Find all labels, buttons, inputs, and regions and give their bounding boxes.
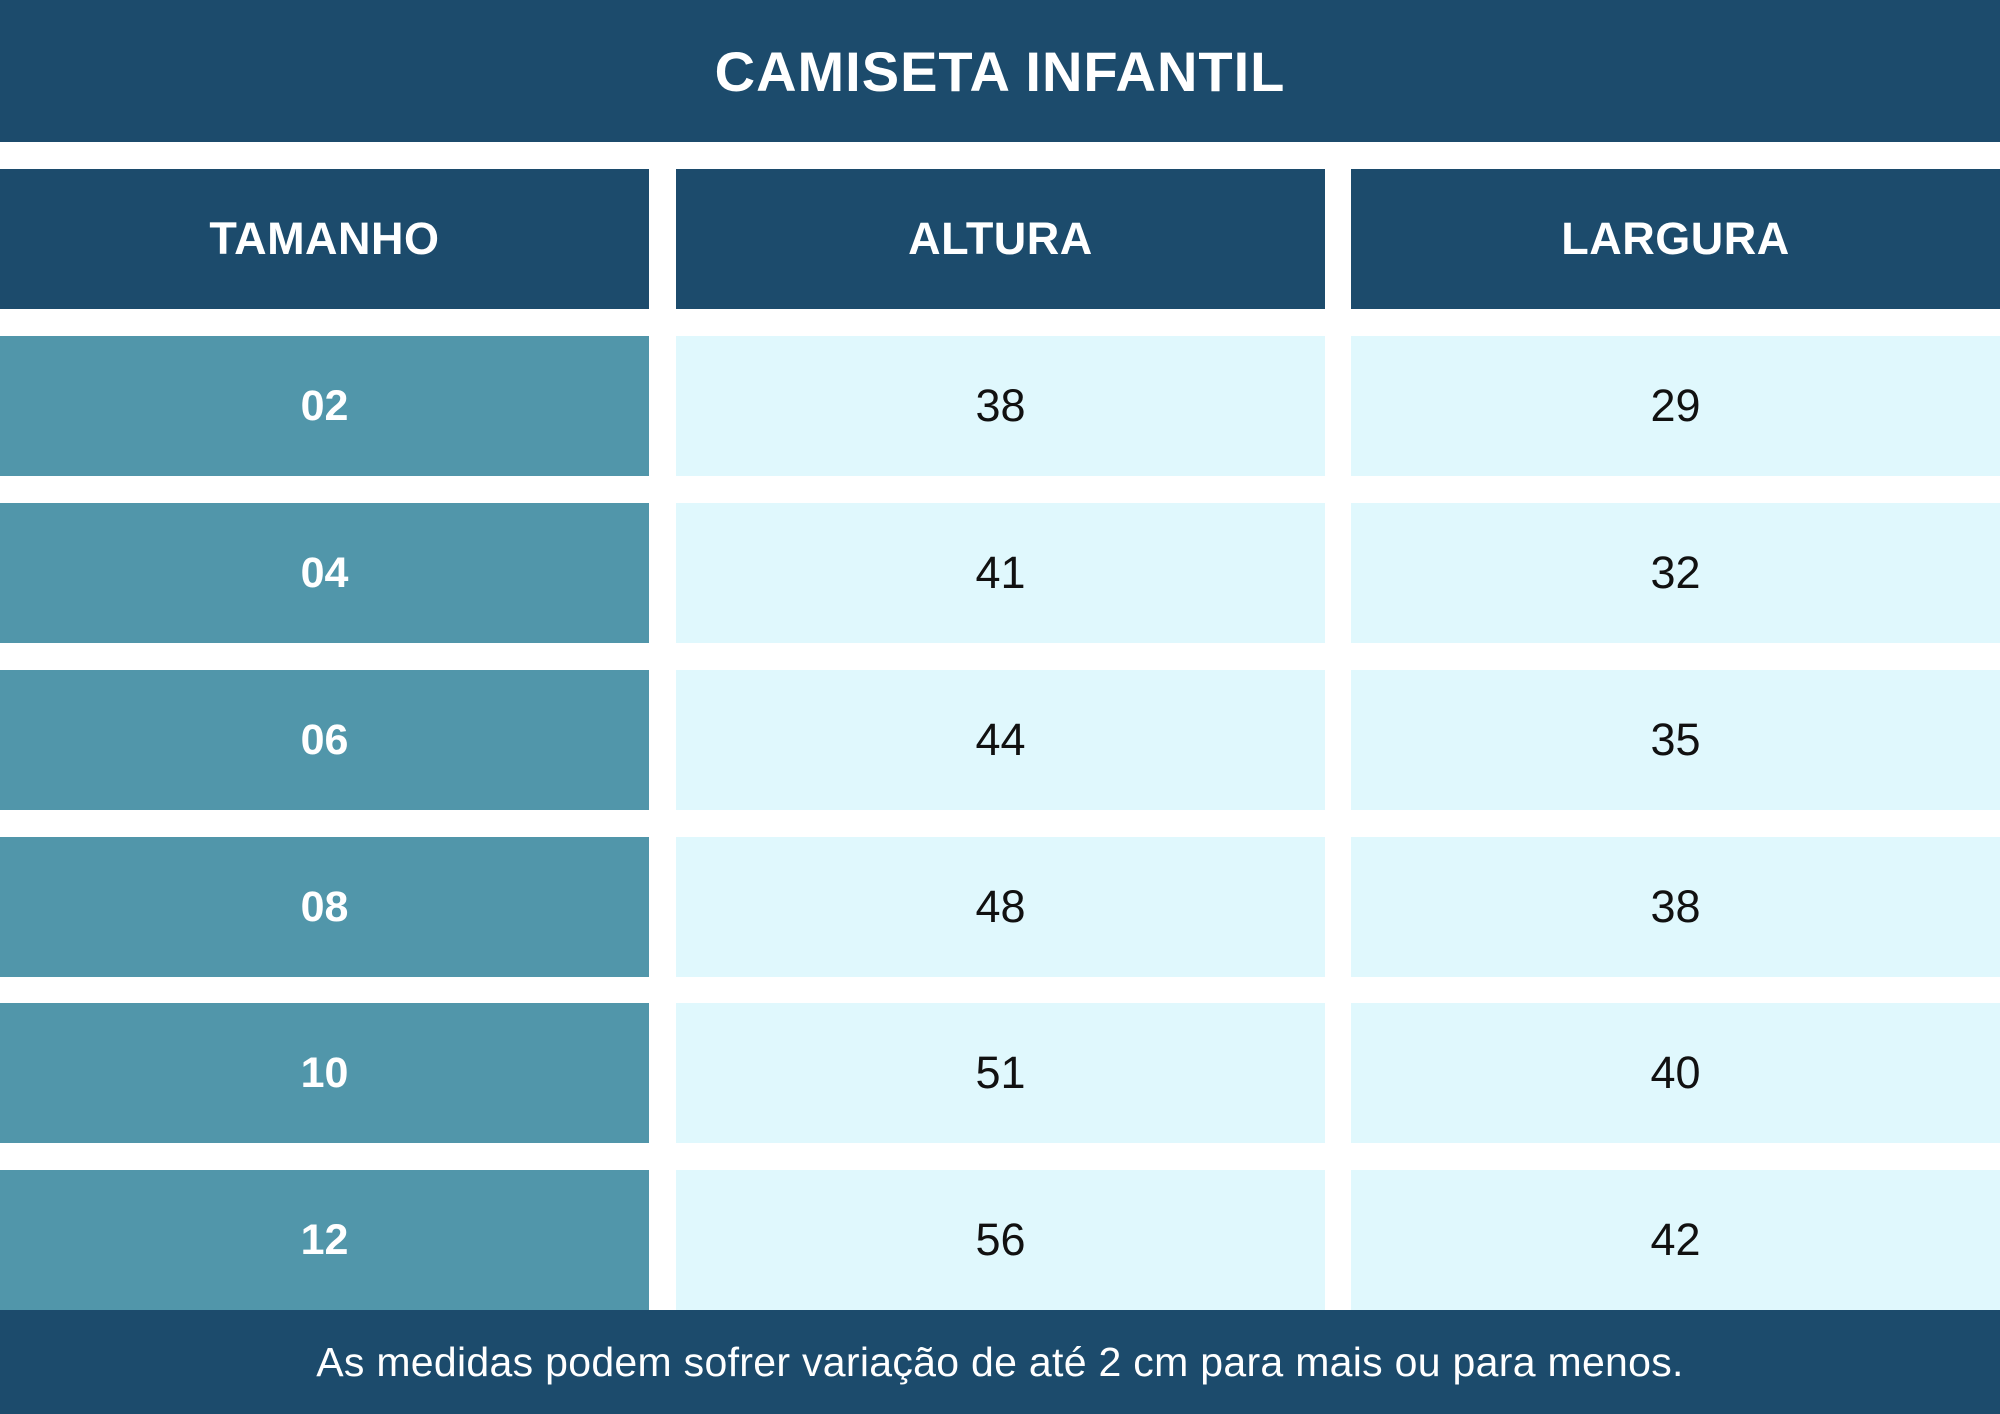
largura-cell: 29 xyxy=(1351,336,2000,476)
header-largura: LARGURA xyxy=(1351,169,2000,309)
largura-cell: 35 xyxy=(1351,670,2000,810)
page-title: CAMISETA INFANTIL xyxy=(714,39,1286,103)
largura-cell: 40 xyxy=(1351,1003,2000,1143)
title-bar: CAMISETA INFANTIL xyxy=(0,0,2000,142)
footer-note: As medidas podem sofrer variação de até … xyxy=(316,1338,1684,1385)
altura-cell: 44 xyxy=(676,670,1325,810)
header-altura: ALTURA xyxy=(676,169,1325,309)
size-cell: 04 xyxy=(0,503,649,643)
altura-cell: 51 xyxy=(676,1003,1325,1143)
size-cell: 02 xyxy=(0,336,649,476)
size-cell: 06 xyxy=(0,670,649,810)
size-cell: 10 xyxy=(0,1003,649,1143)
footer-bar: As medidas podem sofrer variação de até … xyxy=(0,1310,2000,1414)
header-tamanho: TAMANHO xyxy=(0,169,649,309)
largura-cell: 38 xyxy=(1351,837,2000,977)
altura-cell: 41 xyxy=(676,503,1325,643)
largura-cell: 42 xyxy=(1351,1170,2000,1310)
size-cell: 12 xyxy=(0,1170,649,1310)
altura-cell: 48 xyxy=(676,837,1325,977)
altura-cell: 38 xyxy=(676,336,1325,476)
altura-cell: 56 xyxy=(676,1170,1325,1310)
largura-cell: 32 xyxy=(1351,503,2000,643)
size-cell: 08 xyxy=(0,837,649,977)
